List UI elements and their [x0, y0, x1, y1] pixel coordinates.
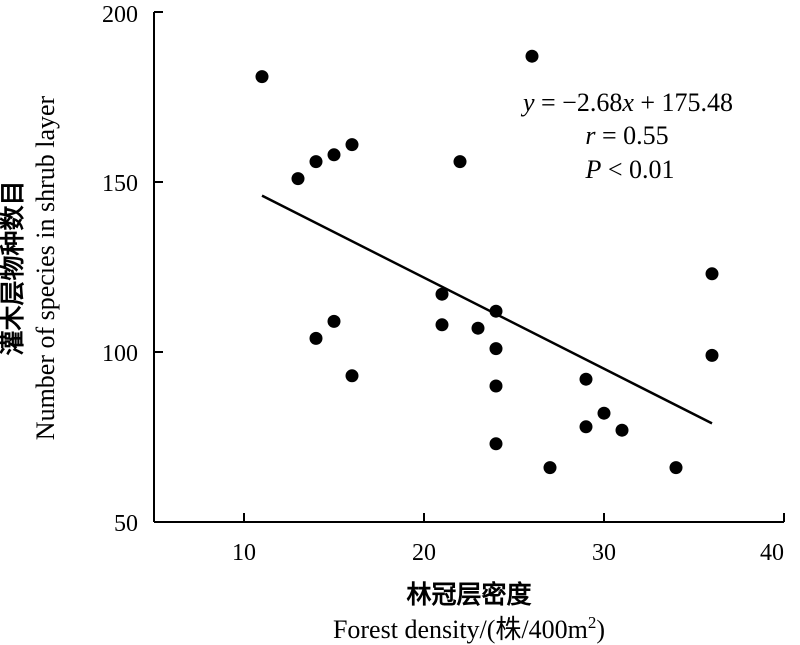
correlation-r: r = 0.55: [585, 121, 668, 150]
trendline: [261, 194, 713, 425]
data-point: [327, 314, 341, 328]
y-tick-label: 200: [102, 2, 138, 28]
data-point: [489, 304, 503, 318]
data-point: [525, 49, 539, 63]
axes: [153, 11, 785, 523]
eq-x-var: x: [621, 88, 634, 117]
data-point: [291, 172, 305, 186]
y-tick-label: 50: [114, 511, 138, 537]
data-point: [345, 369, 359, 383]
x-tick-label: 30: [592, 540, 616, 566]
y-axis-title-cn: 灌木层物种数目: [0, 180, 27, 355]
data-point: [471, 321, 485, 335]
data-point: [255, 70, 269, 84]
data-point: [705, 267, 719, 281]
eq-y-var: y: [520, 88, 535, 117]
x-axis-title-tail: ): [596, 615, 605, 644]
data-point: [489, 379, 503, 393]
regression-equation: y = −2.68x + 175.48: [520, 88, 733, 117]
x-tick-label: 40: [760, 540, 784, 566]
data-point: [579, 372, 593, 386]
y-axis-title-en: Number of species in shrub layer: [31, 95, 60, 440]
trendline-group: [261, 194, 713, 425]
data-point: [453, 155, 467, 169]
data-point: [435, 287, 449, 301]
p-value: P < 0.01: [584, 155, 674, 184]
data-point: [345, 138, 359, 152]
x-axis-title-cn: 林冠层密度: [406, 580, 531, 609]
p-tail: < 0.01: [601, 155, 674, 184]
data-point: [309, 155, 323, 169]
data-point: [309, 331, 323, 345]
data-point: [435, 318, 449, 332]
x-axis-title-en: Forest density/(株/400m2): [333, 613, 605, 644]
data-point: [669, 461, 683, 475]
x-tick-label: 20: [412, 540, 436, 566]
p-var: P: [584, 155, 601, 184]
data-points: [255, 49, 719, 475]
data-point: [615, 423, 629, 437]
data-point: [327, 148, 341, 162]
data-point: [489, 342, 503, 356]
y-tick-label: 100: [102, 341, 138, 367]
data-point: [705, 348, 719, 362]
eq-mid: = −2.68: [535, 88, 623, 117]
r-value: = 0.55: [595, 121, 668, 150]
r-var: r: [585, 121, 596, 150]
data-point: [489, 437, 503, 451]
data-point: [597, 406, 611, 420]
y-tick-label: 150: [102, 171, 138, 197]
x-axis-title-main: Forest density/(株/400m: [333, 615, 588, 644]
data-point: [579, 420, 593, 434]
data-point: [543, 461, 557, 475]
eq-tail: + 175.48: [634, 88, 733, 117]
x-axis-title-sup: 2: [588, 613, 597, 632]
x-tick-label: 10: [232, 540, 256, 566]
